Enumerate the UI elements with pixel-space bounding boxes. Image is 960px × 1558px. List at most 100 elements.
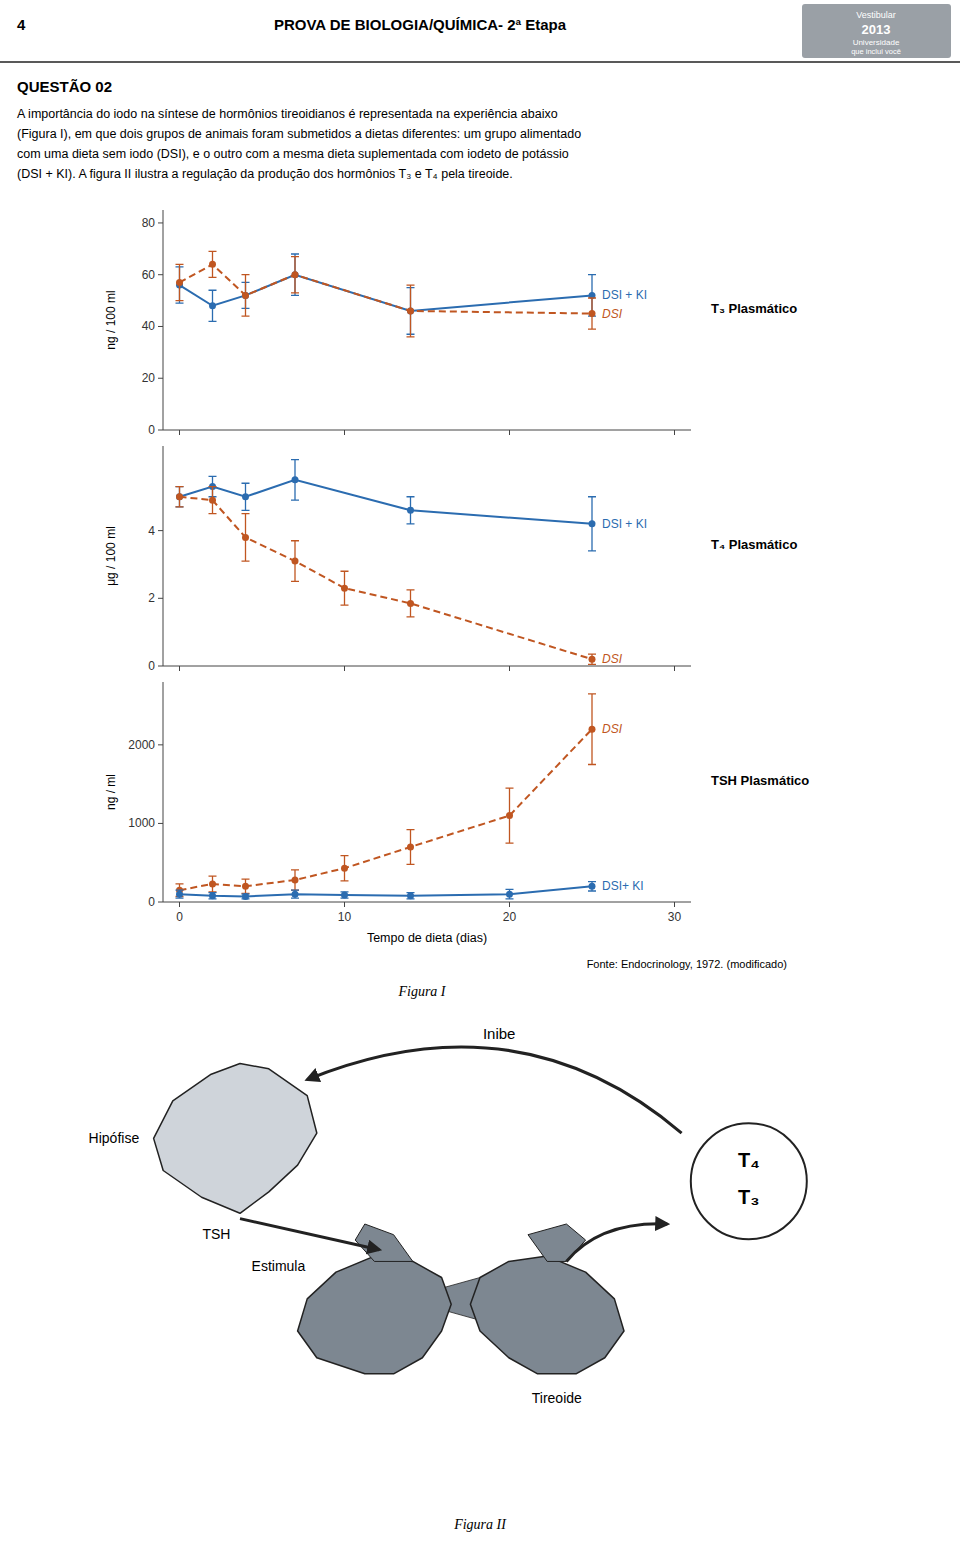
point bbox=[292, 877, 299, 884]
series-label: DSI + KI bbox=[602, 517, 647, 531]
error-bar bbox=[291, 460, 299, 501]
point bbox=[341, 891, 348, 898]
point bbox=[242, 883, 249, 890]
badge-text: Vestibular bbox=[856, 10, 896, 20]
series-label: DSI bbox=[602, 307, 623, 321]
point bbox=[407, 892, 414, 899]
y-tick bbox=[158, 378, 163, 379]
error-bar bbox=[291, 257, 299, 293]
point bbox=[242, 292, 249, 299]
point bbox=[589, 656, 596, 663]
x-axis-label: Tempo de dieta (dias) bbox=[367, 931, 487, 945]
chart-title: T₄ Plasmático bbox=[711, 537, 797, 552]
error-bar bbox=[588, 497, 596, 551]
y-axis-line bbox=[163, 210, 164, 430]
estimula-label: Estimula bbox=[252, 1258, 306, 1274]
series-line bbox=[180, 497, 593, 659]
y-tick-label: 40 bbox=[142, 319, 156, 333]
hormone-label: T₄ bbox=[738, 1149, 760, 1171]
header-rule bbox=[0, 61, 960, 63]
point bbox=[292, 476, 299, 483]
point bbox=[589, 726, 596, 733]
series-label: DSI + KI bbox=[602, 288, 647, 302]
error-bar bbox=[407, 893, 415, 899]
point bbox=[242, 493, 249, 500]
point bbox=[209, 892, 216, 899]
question-title: QUESTÃO 02 bbox=[17, 78, 112, 95]
y-tick-label: 0 bbox=[148, 423, 155, 437]
error-bar bbox=[291, 254, 299, 295]
page: 4PROVA DE BIOLOGIA/QUÍMICA- 2ª EtapaVest… bbox=[0, 0, 960, 1558]
plot-area bbox=[176, 460, 597, 665]
error-bar bbox=[506, 889, 514, 898]
y-tick-label: 0 bbox=[148, 659, 155, 673]
x-axis-line bbox=[163, 430, 691, 431]
hipofise-label: Hipófise bbox=[89, 1130, 140, 1146]
error-bar bbox=[588, 654, 596, 664]
error-bar bbox=[209, 251, 217, 277]
point bbox=[341, 865, 348, 872]
series bbox=[176, 254, 597, 334]
x-tick-label: 0 bbox=[176, 910, 183, 924]
y-axis-label: μg / 100 ml bbox=[104, 526, 118, 586]
point bbox=[407, 307, 414, 314]
point bbox=[209, 261, 216, 268]
series-line bbox=[180, 729, 593, 890]
y-tick bbox=[158, 823, 163, 824]
arrow-inibe bbox=[307, 1047, 681, 1133]
badge-text: que inclui você bbox=[851, 47, 901, 56]
x-tick bbox=[344, 666, 345, 671]
y-tick bbox=[158, 222, 163, 223]
figure-label: Figura II bbox=[453, 1517, 507, 1532]
error-bar bbox=[291, 541, 299, 582]
error-bar bbox=[176, 890, 184, 898]
source: Fonte: Endocrinology, 1972. (modificado) bbox=[587, 958, 787, 970]
y-tick bbox=[158, 326, 163, 327]
x-tick bbox=[509, 902, 510, 907]
x-tick bbox=[509, 430, 510, 435]
y-tick bbox=[158, 430, 163, 431]
point bbox=[176, 279, 183, 286]
series-line bbox=[180, 480, 593, 524]
series-label: DSI bbox=[602, 652, 623, 666]
y-tick bbox=[158, 902, 163, 903]
point bbox=[209, 497, 216, 504]
y-tick bbox=[158, 744, 163, 745]
series bbox=[176, 882, 597, 900]
point bbox=[209, 302, 216, 309]
series-label: DSI+ KI bbox=[602, 879, 644, 893]
x-tick bbox=[509, 666, 510, 671]
error-bar bbox=[242, 879, 250, 893]
inibe-label: Inibe bbox=[483, 1025, 516, 1042]
intro-line: (Figura I), em que dois grupos de animai… bbox=[17, 127, 581, 141]
intro-line: com uma dieta sem iodo (DSI), e o outro … bbox=[17, 147, 569, 161]
chart-title: TSH Plasmático bbox=[711, 773, 809, 788]
plot-area bbox=[176, 694, 597, 900]
y-axis-label: ng / 100 ml bbox=[104, 290, 118, 349]
arrow-secreta bbox=[566, 1224, 667, 1262]
point bbox=[242, 292, 249, 299]
x-tick bbox=[674, 430, 675, 435]
hipofise-shape bbox=[154, 1064, 317, 1214]
error-bar bbox=[407, 830, 415, 865]
y-tick-label: 20 bbox=[142, 371, 156, 385]
x-tick bbox=[179, 902, 180, 907]
point bbox=[176, 891, 183, 898]
point bbox=[176, 493, 183, 500]
tireoide-label: Tireoide bbox=[532, 1390, 582, 1406]
intro-block: QUESTÃO 02A importância do iodo na sínte… bbox=[17, 78, 581, 181]
error-bar bbox=[407, 590, 415, 617]
error-bar bbox=[176, 487, 184, 507]
hormone-circle bbox=[691, 1123, 807, 1239]
tireoide-horn bbox=[528, 1224, 586, 1261]
error-bar bbox=[341, 571, 349, 605]
series-label: DSI bbox=[602, 722, 623, 736]
figure-label: Figura I bbox=[397, 984, 446, 999]
x-tick bbox=[179, 430, 180, 435]
point bbox=[589, 883, 596, 890]
point bbox=[407, 844, 414, 851]
error-bar bbox=[588, 298, 596, 329]
series bbox=[176, 694, 597, 897]
x-tick bbox=[344, 902, 345, 907]
series bbox=[176, 251, 597, 336]
